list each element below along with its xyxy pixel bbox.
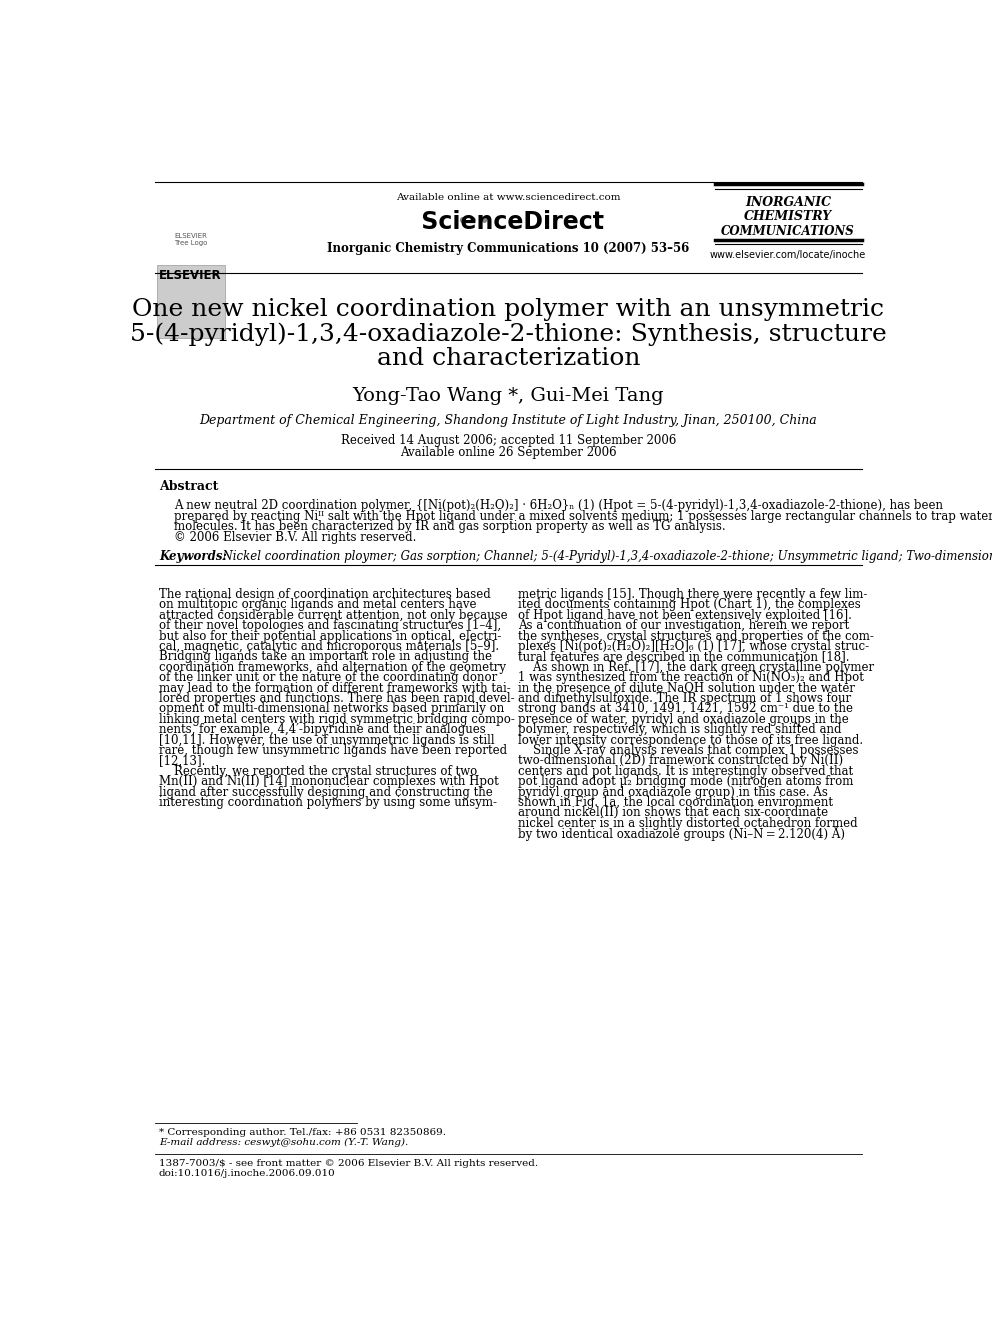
Text: A new neutral 2D coordination polymer, {[Ni(pot)₂(H₂O)₂] · 6H₂O}ₙ (1) (Hpot = 5-: A new neutral 2D coordination polymer, {…	[175, 499, 943, 512]
Text: attracted considerable current attention, not only because: attracted considerable current attention…	[159, 609, 508, 622]
Text: cal, magnetic, catalytic and microporous materials [5–9].: cal, magnetic, catalytic and microporous…	[159, 640, 499, 654]
Text: As a continuation of our investigation, herein we report: As a continuation of our investigation, …	[518, 619, 849, 632]
Text: on multitopic organic ligands and metal centers have: on multitopic organic ligands and metal …	[159, 598, 476, 611]
Text: coordination frameworks, and alternation of the geometry: coordination frameworks, and alternation…	[159, 662, 506, 673]
Text: and dimethylsulfoxide. The IR spectrum of 1 shows four: and dimethylsulfoxide. The IR spectrum o…	[518, 692, 851, 705]
Text: ScienceDirect: ScienceDirect	[413, 210, 604, 234]
Text: interesting coordination polymers by using some unsym-: interesting coordination polymers by usi…	[159, 796, 497, 808]
Text: and characterization: and characterization	[377, 348, 640, 370]
Text: by two identical oxadiazole groups (Ni–N = 2.120(4) Å): by two identical oxadiazole groups (Ni–N…	[518, 827, 845, 841]
Text: prepared by reacting Niᴵᴵ salt with the Hpot ligand under a mixed solvents mediu: prepared by reacting Niᴵᴵ salt with the …	[175, 509, 992, 523]
Text: 1387-7003/$ - see front matter © 2006 Elsevier B.V. All rights reserved.: 1387-7003/$ - see front matter © 2006 El…	[159, 1159, 538, 1168]
Text: pot ligand adopt μ₂ bridging mode (nitrogen atoms from: pot ligand adopt μ₂ bridging mode (nitro…	[518, 775, 853, 789]
Text: may lead to the formation of different frameworks with tai-: may lead to the formation of different f…	[159, 681, 511, 695]
Text: INORGANIC: INORGANIC	[745, 196, 831, 209]
Bar	[157, 265, 225, 339]
Text: Yong-Tao Wang *, Gui-Mei Tang: Yong-Tao Wang *, Gui-Mei Tang	[352, 386, 665, 405]
Text: lored properties and functions. There has been rapid devel-: lored properties and functions. There ha…	[159, 692, 515, 705]
Text: the syntheses, crystal structures and properties of the com-: the syntheses, crystal structures and pr…	[518, 630, 874, 643]
Text: Single X-ray analysis reveals that complex 1 possesses: Single X-ray analysis reveals that compl…	[518, 744, 858, 757]
Text: Keywords:: Keywords:	[159, 549, 227, 562]
Text: centers and pot ligands. It is interestingly observed that: centers and pot ligands. It is interesti…	[518, 765, 853, 778]
Text: Received 14 August 2006; accepted 11 September 2006: Received 14 August 2006; accepted 11 Sep…	[340, 434, 677, 447]
Text: CHEMISTRY: CHEMISTRY	[744, 210, 832, 224]
Text: doi:10.1016/j.inoche.2006.09.010: doi:10.1016/j.inoche.2006.09.010	[159, 1170, 335, 1177]
Text: Available online 26 September 2006: Available online 26 September 2006	[400, 446, 617, 459]
Text: shown in Fig. 1a, the local coordination environment: shown in Fig. 1a, the local coordination…	[518, 796, 832, 808]
Text: linking metal centers with rigid symmetric bridging compo-: linking metal centers with rigid symmetr…	[159, 713, 515, 726]
Text: 5-(4-pyridyl)-1,3,4-oxadiazole-2-thione: Synthesis, structure: 5-(4-pyridyl)-1,3,4-oxadiazole-2-thione:…	[130, 323, 887, 347]
Text: rare, though few unsymmetric ligands have been reported: rare, though few unsymmetric ligands hav…	[159, 744, 507, 757]
Text: Available online at www.sciencedirect.com: Available online at www.sciencedirect.co…	[396, 193, 621, 202]
Text: As shown in Ref. [17], the dark green crystalline polymer: As shown in Ref. [17], the dark green cr…	[518, 662, 874, 673]
Text: www.elsevier.com/locate/inoche: www.elsevier.com/locate/inoche	[710, 250, 866, 261]
Text: nickel center is in a slightly distorted octahedron formed: nickel center is in a slightly distorted…	[518, 816, 857, 830]
Text: nents, for example, 4,4′-bipyridine and their analogues: nents, for example, 4,4′-bipyridine and …	[159, 724, 486, 736]
Text: opment of multi-dimensional networks based primarily on: opment of multi-dimensional networks bas…	[159, 703, 504, 716]
Text: metric ligands [15]. Though there were recently a few lim-: metric ligands [15]. Though there were r…	[518, 589, 867, 601]
Text: polymer, respectively, which is slightly red shifted and: polymer, respectively, which is slightly…	[518, 724, 841, 736]
Text: ELSEVIER: ELSEVIER	[160, 270, 222, 282]
Text: Mn(II) and Ni(II) [14] mononuclear complexes with Hpot: Mn(II) and Ni(II) [14] mononuclear compl…	[159, 775, 499, 789]
Text: Recently, we reported the crystal structures of two: Recently, we reported the crystal struct…	[159, 765, 477, 778]
Text: * Corresponding author. Tel./fax: +86 0531 82350869.: * Corresponding author. Tel./fax: +86 05…	[159, 1129, 445, 1138]
Text: tural features are described in the communication [18].: tural features are described in the comm…	[518, 651, 849, 663]
Text: One new nickel coordination polymer with an unsymmetric: One new nickel coordination polymer with…	[132, 298, 885, 321]
Text: [10,11]. However, the use of unsymmetric ligands is still: [10,11]. However, the use of unsymmetric…	[159, 734, 494, 746]
Text: Department of Chemical Engineering, Shandong Institute of Light Industry, Jinan,: Department of Chemical Engineering, Shan…	[199, 414, 817, 427]
Text: ELSEVIER
Tree Logo: ELSEVIER Tree Logo	[174, 233, 207, 246]
Text: strong bands at 3410, 1491, 1421, 1592 cm⁻¹ due to the: strong bands at 3410, 1491, 1421, 1592 c…	[518, 703, 853, 716]
Text: in the presence of dilute NaOH solution under the water: in the presence of dilute NaOH solution …	[518, 681, 855, 695]
Text: pyridyl group and oxadiazole group) in this case. As: pyridyl group and oxadiazole group) in t…	[518, 786, 827, 799]
Text: [12,13].: [12,13].	[159, 754, 205, 767]
Text: •••: •••	[455, 213, 490, 232]
Text: molecules. It has been characterized by IR and gas sorption property as well as : molecules. It has been characterized by …	[175, 520, 726, 533]
Text: 1 was synthesized from the reaction of Ni(NO₃)₂ and Hpot: 1 was synthesized from the reaction of N…	[518, 671, 864, 684]
Text: lower intensity correspondence to those of its free ligand.: lower intensity correspondence to those …	[518, 734, 863, 746]
Text: of their novel topologies and fascinating structures [1–4],: of their novel topologies and fascinatin…	[159, 619, 501, 632]
Text: Inorganic Chemistry Communications 10 (2007) 53–56: Inorganic Chemistry Communications 10 (2…	[327, 242, 689, 254]
Text: ited documents containing Hpot (Chart 1), the complexes: ited documents containing Hpot (Chart 1)…	[518, 598, 860, 611]
Text: The rational design of coordination architectures based: The rational design of coordination arch…	[159, 589, 491, 601]
Text: of the linker unit or the nature of the coordinating donor: of the linker unit or the nature of the …	[159, 671, 497, 684]
Text: two-dimensional (2D) framework constructed by Ni(II): two-dimensional (2D) framework construct…	[518, 754, 843, 767]
Text: around nickel(II) ion shows that each six-coordinate: around nickel(II) ion shows that each si…	[518, 807, 828, 819]
Text: E-mail address: ceswyt@sohu.com (Y.-T. Wang).: E-mail address: ceswyt@sohu.com (Y.-T. W…	[159, 1138, 408, 1147]
Text: COMMUNICATIONS: COMMUNICATIONS	[721, 225, 855, 238]
Text: Abstract: Abstract	[159, 480, 218, 493]
Text: plexes [Ni(pot)₂(H₂O)₂][H₂O]₆ (1) [17], whose crystal struc-: plexes [Ni(pot)₂(H₂O)₂][H₂O]₆ (1) [17], …	[518, 640, 869, 654]
Text: but also for their potential applications in optical, electri-: but also for their potential application…	[159, 630, 501, 643]
Text: © 2006 Elsevier B.V. All rights reserved.: © 2006 Elsevier B.V. All rights reserved…	[175, 531, 417, 544]
Text: Bridging ligands take an important role in adjusting the: Bridging ligands take an important role …	[159, 651, 492, 663]
Text: Nickel coordination ploymer; Gas sorption; Channel; 5-(4-Pyridyl)-1,3,4-oxadiazo: Nickel coordination ploymer; Gas sorptio…	[215, 549, 992, 562]
Text: presence of water, pyridyl and oxadiazole groups in the: presence of water, pyridyl and oxadiazol…	[518, 713, 848, 726]
Text: of Hpot ligand have not been extensively exploited [16].: of Hpot ligand have not been extensively…	[518, 609, 851, 622]
Text: ligand after successfully designing and constructing the: ligand after successfully designing and …	[159, 786, 493, 799]
